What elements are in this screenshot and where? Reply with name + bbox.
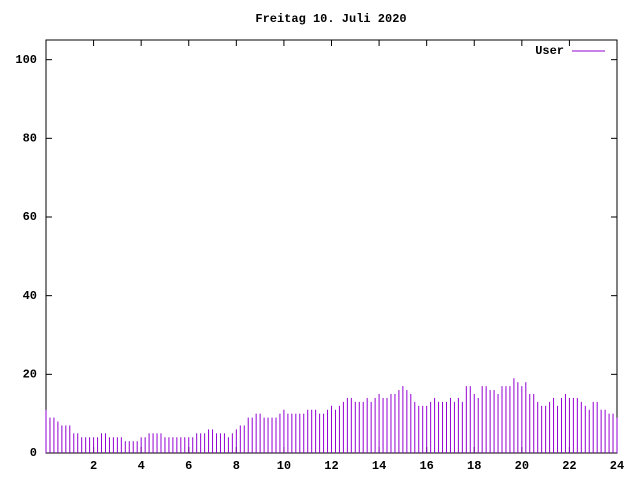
y-tick-label: 0: [30, 446, 37, 460]
x-tick-label: 18: [467, 459, 481, 473]
plot-border: [45, 39, 618, 454]
x-tick-label: 6: [185, 459, 192, 473]
y-tick-label: 20: [23, 368, 37, 382]
legend-label: User: [535, 44, 564, 58]
x-tick-label: 8: [233, 459, 240, 473]
y-tick-label: 40: [23, 289, 37, 303]
x-tick-label: 16: [419, 459, 433, 473]
x-tick-label: 24: [610, 459, 624, 473]
y-tick-label: 60: [23, 210, 37, 224]
x-tick-label: 20: [515, 459, 529, 473]
x-tick-label: 12: [324, 459, 338, 473]
x-tick-label: 14: [372, 459, 386, 473]
x-tick-label: 4: [138, 459, 145, 473]
x-tick-label: 10: [277, 459, 291, 473]
chart-title: Freitag 10. Juli 2020: [255, 12, 406, 26]
x-tick-label: 22: [562, 459, 576, 473]
y-tick-label: 80: [23, 132, 37, 146]
y-tick-label: 100: [15, 53, 37, 67]
x-tick-label: 2: [90, 459, 97, 473]
